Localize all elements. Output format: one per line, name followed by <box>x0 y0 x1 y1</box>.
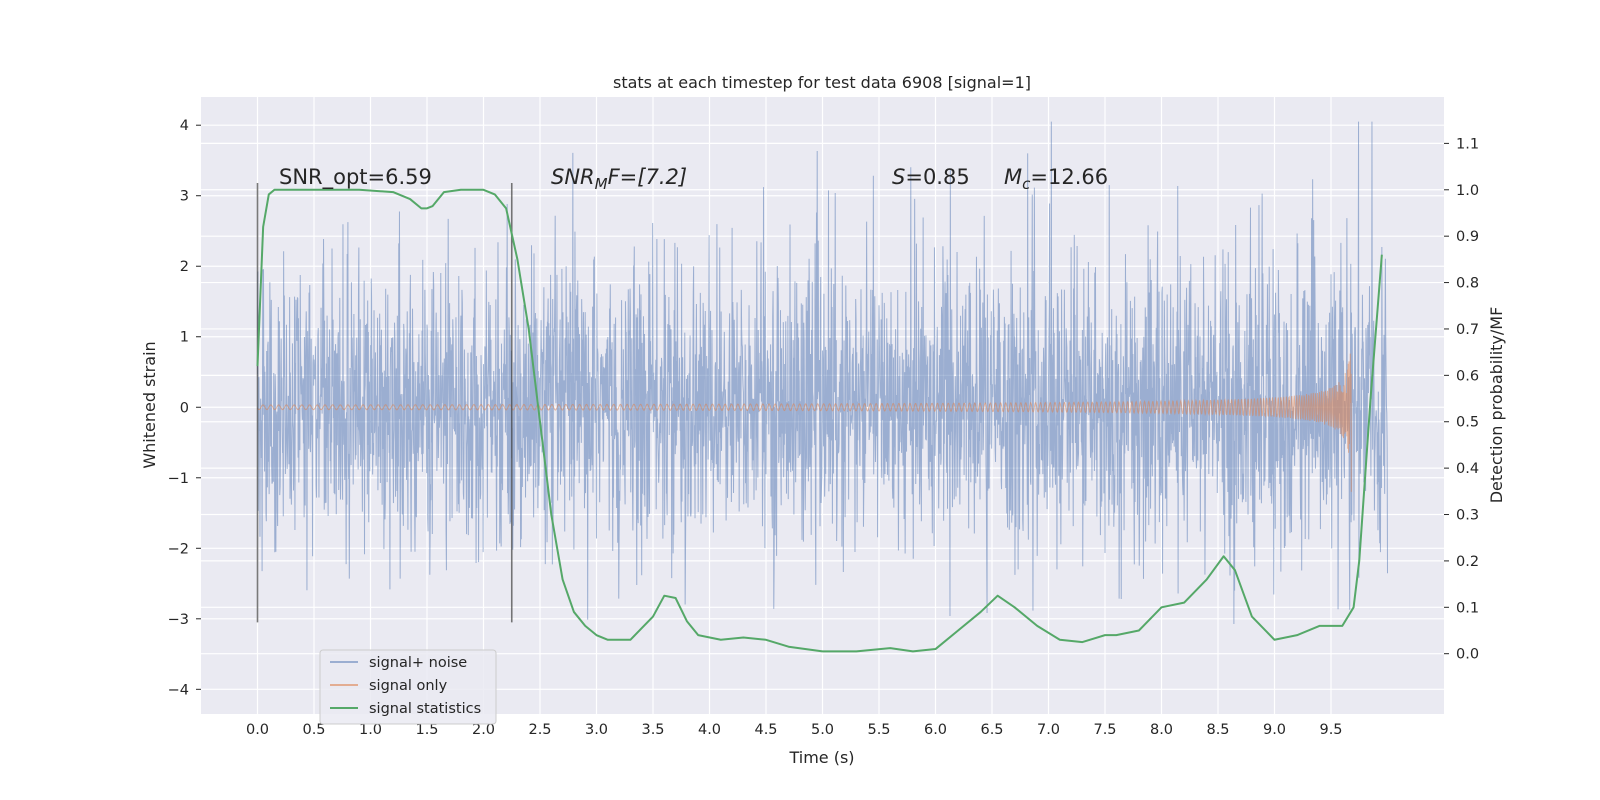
annotation-s-value: =0.85 <box>905 165 969 189</box>
y-tick-labels: 4 3 2 1 0 −1 −2 −3 −4 <box>168 118 201 698</box>
x-tick-label: 4.5 <box>754 722 777 738</box>
y-tick-label: 2 <box>180 259 189 275</box>
x-tick-label: 4.0 <box>698 722 721 738</box>
x-tick-label: 2.0 <box>472 722 495 738</box>
y-tick-label: −3 <box>168 612 189 628</box>
y2-tick-label: 0.7 <box>1456 322 1479 338</box>
annotation-snr-opt: SNR_opt=6.59 <box>279 165 432 190</box>
x-tick-label: 7.0 <box>1037 722 1060 738</box>
x-tick-label: 5.5 <box>867 722 890 738</box>
y-axis-label: Whitened strain <box>140 341 159 468</box>
annotation-snr-mf: SNRMF=[7.2] <box>551 165 687 193</box>
x-tick-label: 8.0 <box>1150 722 1173 738</box>
annotation-snr-mf-rest: F=[7.2] <box>608 165 687 189</box>
x-tick-label: 1.5 <box>415 722 438 738</box>
legend-label-stats: signal statistics <box>369 701 481 717</box>
x-tick-label: 0.5 <box>302 722 325 738</box>
x-tick-label: 5.0 <box>811 722 834 738</box>
y-tick-label: 4 <box>180 118 189 134</box>
x-tick-label: 8.5 <box>1206 722 1229 738</box>
x-tick-label: 9.0 <box>1263 722 1286 738</box>
x-tick-label: 6.5 <box>980 722 1003 738</box>
annotation-mc-sub: c <box>1022 175 1031 193</box>
annotation-mc-symbol: M <box>1004 165 1022 189</box>
annotation-s-symbol: S <box>892 165 905 189</box>
y2-tick-label: 0.3 <box>1456 508 1479 524</box>
chart-title: stats at each timestep for test data 690… <box>613 73 1031 92</box>
x-tick-label: 9.5 <box>1319 722 1342 738</box>
y2-tick-label: 0.1 <box>1456 600 1479 616</box>
y-tick-label: 0 <box>180 400 189 416</box>
y2-tick-label: 1.0 <box>1456 183 1479 199</box>
y2-tick-label: 1.1 <box>1456 136 1479 152</box>
y2-tick-label: 0.9 <box>1456 229 1479 245</box>
signal-only-series <box>257 353 1352 492</box>
x-tick-label: 3.5 <box>641 722 664 738</box>
legend: signal+ noise signal only signal statist… <box>319 649 497 725</box>
annotation-snr-mf-base: SNR <box>551 165 595 189</box>
annotation-mc: Mc=12.66 <box>1004 165 1108 193</box>
x-tick-label: 1.0 <box>359 722 382 738</box>
annotation-s: S=0.85 <box>892 165 970 189</box>
noise-line <box>257 121 1388 624</box>
chirp-line <box>257 353 1352 492</box>
annotation-mc-value: =12.66 <box>1030 165 1108 189</box>
y2-tick-label: 0.6 <box>1456 368 1479 384</box>
legend-label-signal: signal only <box>369 678 448 694</box>
y-tick-label: −1 <box>168 471 189 487</box>
x-tick-label: 2.5 <box>528 722 551 738</box>
y2-axis-label: Detection probability/MF <box>1487 307 1506 504</box>
y-tick-label: −2 <box>168 541 189 557</box>
stats-line <box>256 188 1383 653</box>
vertical-markers <box>256 183 513 623</box>
signal-noise-series <box>257 121 1388 624</box>
y2-tick-label: 0.2 <box>1456 554 1479 570</box>
x-tick-label: 3.0 <box>585 722 608 738</box>
y-tick-label: 3 <box>180 189 189 205</box>
annotation-snr-mf-sub: M <box>595 175 608 193</box>
legend-box <box>319 649 497 725</box>
y-tick-label: 1 <box>180 330 189 346</box>
y2-tick-label: 0.4 <box>1456 461 1479 477</box>
x-tick-label: 6.0 <box>924 722 947 738</box>
legend-label-noise: signal+ noise <box>369 655 467 671</box>
x-tick-labels: 0.0 0.5 1.0 1.5 2.0 2.5 3.0 3.5 4.0 4.5 5.0 5.5 6.0 6… <box>246 722 1343 738</box>
y2-tick-label: 0.0 <box>1456 647 1479 663</box>
y-tick-label: −4 <box>168 682 189 698</box>
y2-tick-labels: 1.1 1.0 0.9 0.8 0.7 0.6 0.5 0.4 0.3 0.2 0.1 0.0 <box>1444 136 1479 663</box>
x-tick-label: 7.5 <box>1093 722 1116 738</box>
y2-tick-label: 0.8 <box>1456 276 1479 292</box>
signal-statistics-series <box>256 188 1383 653</box>
x-axis-label: Time (s) <box>788 748 854 767</box>
x-tick-label: 0.0 <box>246 722 269 738</box>
y2-tick-label: 0.5 <box>1456 415 1479 431</box>
